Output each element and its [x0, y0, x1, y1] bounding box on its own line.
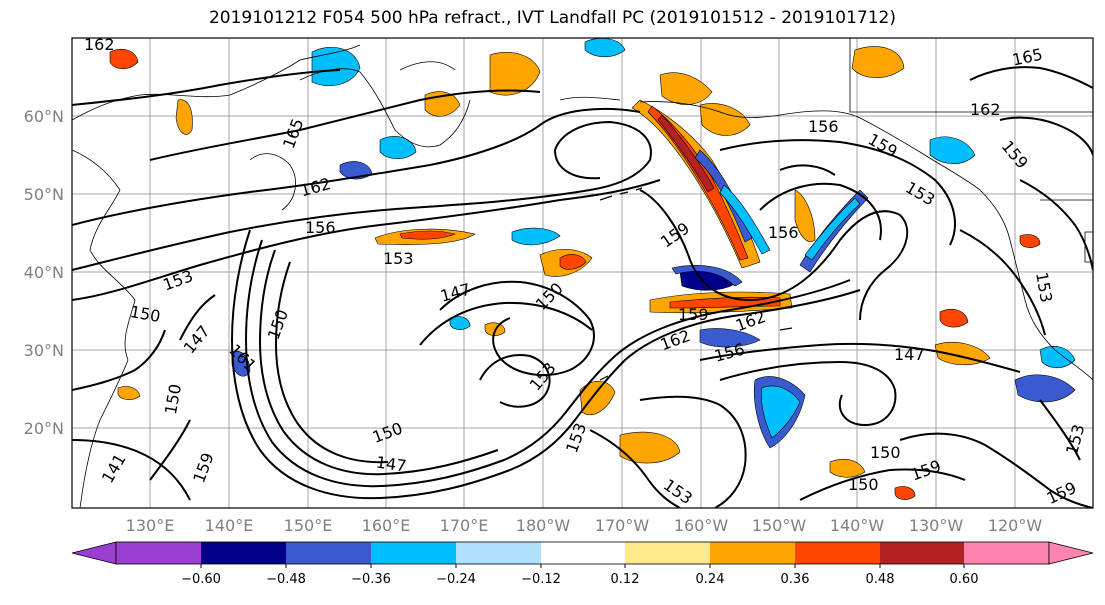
contour-label: 162 — [970, 100, 1001, 119]
colorbar-segment — [456, 542, 541, 564]
lon-label: 150°W — [752, 516, 807, 535]
contour-label: 153 — [383, 249, 414, 268]
colorbar-segment — [625, 542, 710, 564]
lat-label: 20°N — [24, 419, 64, 438]
colorbar-segment — [964, 542, 1049, 564]
colorbar-tick-label: −0.48 — [266, 572, 306, 587]
colorbar-segment — [116, 542, 201, 564]
lon-label: 130°E — [126, 516, 175, 535]
lat-label: 40°N — [24, 263, 64, 282]
lon-label: 130°W — [909, 516, 964, 535]
contour-label: 159 — [678, 305, 709, 324]
map-border — [71, 37, 1094, 509]
minor-contours — [599, 187, 793, 381]
colorbar-tick-label: −0.36 — [351, 572, 391, 587]
colorbar-high-extension — [1048, 541, 1094, 565]
colorbar-segments — [115, 541, 1050, 565]
colorbar: −0.60 −0.48 −0.36 −0.24 −0.12 0.12 0.24 0.36 0.4… — [71, 541, 1094, 587]
longitude-labels: 130°E 140°E 150°E 160°E 170°E 180°W 170°… — [126, 516, 1043, 535]
colorbar-tick-label: −0.60 — [181, 572, 221, 587]
colorbar-segment — [201, 542, 286, 564]
contour-label: 156 — [305, 218, 336, 237]
colorbar-segment — [541, 542, 625, 564]
lon-label: 140°E — [205, 516, 254, 535]
colorbar-segment — [286, 542, 371, 564]
lat-label: 50°N — [24, 185, 64, 204]
lon-label: 170°E — [440, 516, 489, 535]
lon-label: 180°W — [516, 516, 571, 535]
colorbar-tick-label: 0.60 — [950, 572, 979, 587]
contour-label: 156 — [808, 117, 839, 136]
colorbar-segment — [795, 542, 880, 564]
lon-label: 160°W — [674, 516, 729, 535]
lon-label: 140°W — [830, 516, 885, 535]
contour-label: 150 — [870, 443, 901, 462]
contour-label: 147 — [375, 453, 408, 476]
colorbar-segment — [710, 542, 795, 564]
colorbar-tick-label: −0.24 — [436, 572, 476, 587]
colorbar-tick-label: 0.48 — [866, 572, 895, 587]
contour-label: 156 — [768, 223, 799, 242]
colorbar-low-extension — [71, 541, 117, 565]
lat-label: 30°N — [24, 341, 64, 360]
colorbar-ticks: −0.60 −0.48 −0.36 −0.24 −0.12 0.12 0.24 0.36 0.4… — [181, 564, 978, 587]
lon-label: 150°E — [284, 516, 333, 535]
colorbar-tick-label: 0.12 — [611, 572, 640, 587]
map-title: 2019101212 F054 500 hPa refract., IVT La… — [208, 8, 896, 28]
lon-label: 120°W — [988, 516, 1043, 535]
colorbar-tick-label: 0.24 — [696, 572, 725, 587]
lat-label: 60°N — [24, 107, 64, 126]
colorbar-tick-label: 0.36 — [781, 572, 810, 587]
lon-label: 160°E — [362, 516, 411, 535]
colorbar-segment — [371, 542, 456, 564]
shaded-anomaly-field — [109, 38, 1076, 500]
latitude-labels: 60°N 50°N 40°N 30°N 20°N — [24, 107, 64, 438]
colorbar-tick-label: −0.12 — [521, 572, 561, 587]
colorbar-segment — [880, 542, 964, 564]
contour-label: 162 — [84, 35, 115, 54]
contour-label: 147 — [894, 345, 925, 364]
refractivity-contours — [72, 66, 1093, 508]
lon-label: 170°W — [595, 516, 650, 535]
contour-label: 150 — [848, 475, 879, 494]
